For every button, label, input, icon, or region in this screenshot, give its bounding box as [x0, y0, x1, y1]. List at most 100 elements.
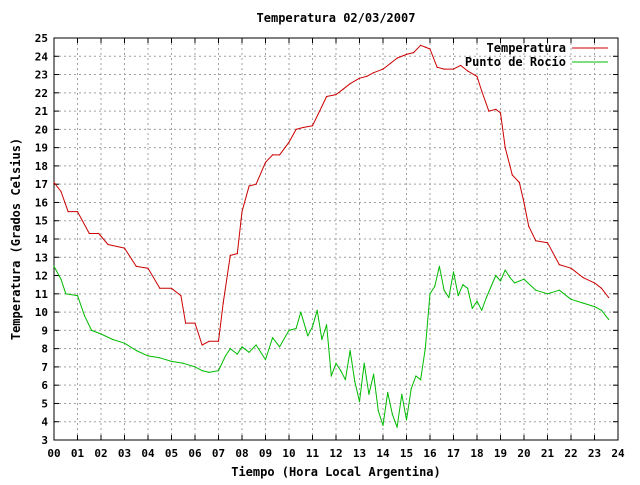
chart-title: Temperatura 02/03/2007	[257, 11, 416, 25]
series-point	[499, 280, 502, 282]
series-point	[523, 278, 525, 280]
series-point	[135, 265, 137, 267]
series-point	[147, 355, 149, 357]
series-point	[248, 351, 250, 353]
series-point	[279, 346, 281, 348]
series-point	[107, 243, 109, 246]
series-point	[241, 346, 243, 348]
series-point	[600, 309, 603, 311]
series-point	[194, 322, 196, 324]
series-point	[396, 426, 398, 428]
series-point	[396, 57, 398, 59]
series-point	[528, 225, 530, 227]
series-point	[476, 75, 478, 77]
series-point	[264, 161, 267, 163]
series-point	[88, 232, 90, 235]
x-tick-label: 14	[376, 447, 390, 460]
series-point	[511, 174, 513, 176]
series-point	[123, 247, 126, 249]
series-point	[208, 371, 210, 373]
series-point	[382, 68, 384, 70]
series-point	[410, 388, 412, 390]
series-point	[311, 326, 314, 328]
series-point	[194, 366, 196, 368]
series-point	[443, 289, 445, 291]
series-line	[53, 265, 609, 428]
series-point	[344, 379, 346, 381]
series-point	[229, 254, 231, 256]
x-tick-label: 18	[470, 447, 483, 460]
x-tick-label: 16	[423, 447, 437, 460]
series-point	[100, 333, 102, 335]
series-point	[452, 271, 455, 273]
series-point	[558, 264, 560, 266]
y-tick-label: 9	[41, 324, 48, 337]
series-point	[535, 289, 537, 291]
series-point	[170, 287, 173, 289]
legend-label: Punto de Rocío	[465, 55, 566, 69]
series-point	[159, 287, 161, 289]
series-point	[413, 52, 415, 54]
series-point	[98, 232, 100, 235]
x-tick-label: 17	[447, 447, 460, 460]
series-point	[170, 360, 173, 362]
series-point	[523, 201, 525, 204]
axis-ticks: 3 4 5 6 7 8 9 10 11 12 13 14 15 16 17 18 19 20 21 22 23 24 25 0…	[35, 32, 625, 460]
series-point	[326, 324, 328, 326]
series-point	[159, 357, 161, 359]
series-point	[76, 295, 79, 297]
x-tick-label: 11	[306, 447, 320, 460]
series-point	[349, 83, 351, 85]
series-point	[424, 348, 426, 350]
x-tick-label: 23	[588, 447, 601, 460]
y-tick-label: 12	[35, 270, 48, 283]
series-point	[65, 293, 67, 295]
x-tick-label: 01	[71, 447, 85, 460]
series-point	[123, 342, 126, 344]
series-point	[415, 375, 417, 377]
series-point	[349, 349, 351, 352]
series-point	[288, 141, 290, 143]
y-tick-label: 15	[35, 215, 48, 228]
series-point	[558, 289, 560, 291]
series-point	[546, 293, 549, 295]
series-lines	[53, 44, 610, 428]
series-point	[201, 370, 203, 372]
series-point	[499, 112, 502, 114]
series-point	[429, 48, 431, 50]
series-point	[319, 110, 321, 112]
y-tick-label: 5	[41, 397, 48, 410]
series-point	[420, 379, 422, 381]
series-point	[358, 401, 361, 403]
series-point	[401, 393, 403, 395]
series-point	[405, 53, 408, 56]
series-point	[135, 349, 137, 352]
x-tick-label: 20	[517, 447, 530, 460]
x-axis-label: Tiempo (Hora Local Argentina)	[231, 465, 441, 479]
series-point	[495, 108, 497, 110]
series-point	[467, 287, 469, 289]
series-point	[593, 306, 596, 308]
series-point	[60, 278, 62, 280]
series-point	[217, 340, 220, 342]
series-point	[272, 154, 274, 156]
series-point	[224, 355, 227, 357]
series-point	[518, 181, 520, 183]
x-tick-label: 24	[611, 447, 625, 460]
series-point	[180, 295, 182, 297]
x-tick-label: 02	[94, 447, 107, 460]
x-tick-label: 06	[188, 447, 202, 460]
series-point	[264, 359, 267, 361]
series-point	[311, 125, 314, 127]
x-tick-label: 05	[165, 447, 178, 460]
series-point	[495, 274, 497, 277]
series-point	[201, 344, 203, 346]
series-point	[582, 302, 584, 304]
series-1	[53, 265, 610, 428]
series-point	[208, 340, 210, 342]
y-tick-label: 25	[35, 32, 48, 45]
series-point	[471, 307, 473, 309]
y-axis-label: Temperatura (Grados Celsius)	[9, 138, 23, 340]
